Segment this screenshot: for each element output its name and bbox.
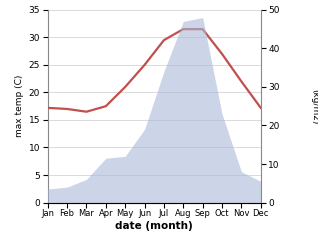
X-axis label: date (month): date (month) bbox=[115, 221, 193, 230]
Y-axis label: max temp (C): max temp (C) bbox=[15, 75, 24, 137]
Y-axis label: med. precipitation
(kg/m2): med. precipitation (kg/m2) bbox=[310, 64, 318, 148]
